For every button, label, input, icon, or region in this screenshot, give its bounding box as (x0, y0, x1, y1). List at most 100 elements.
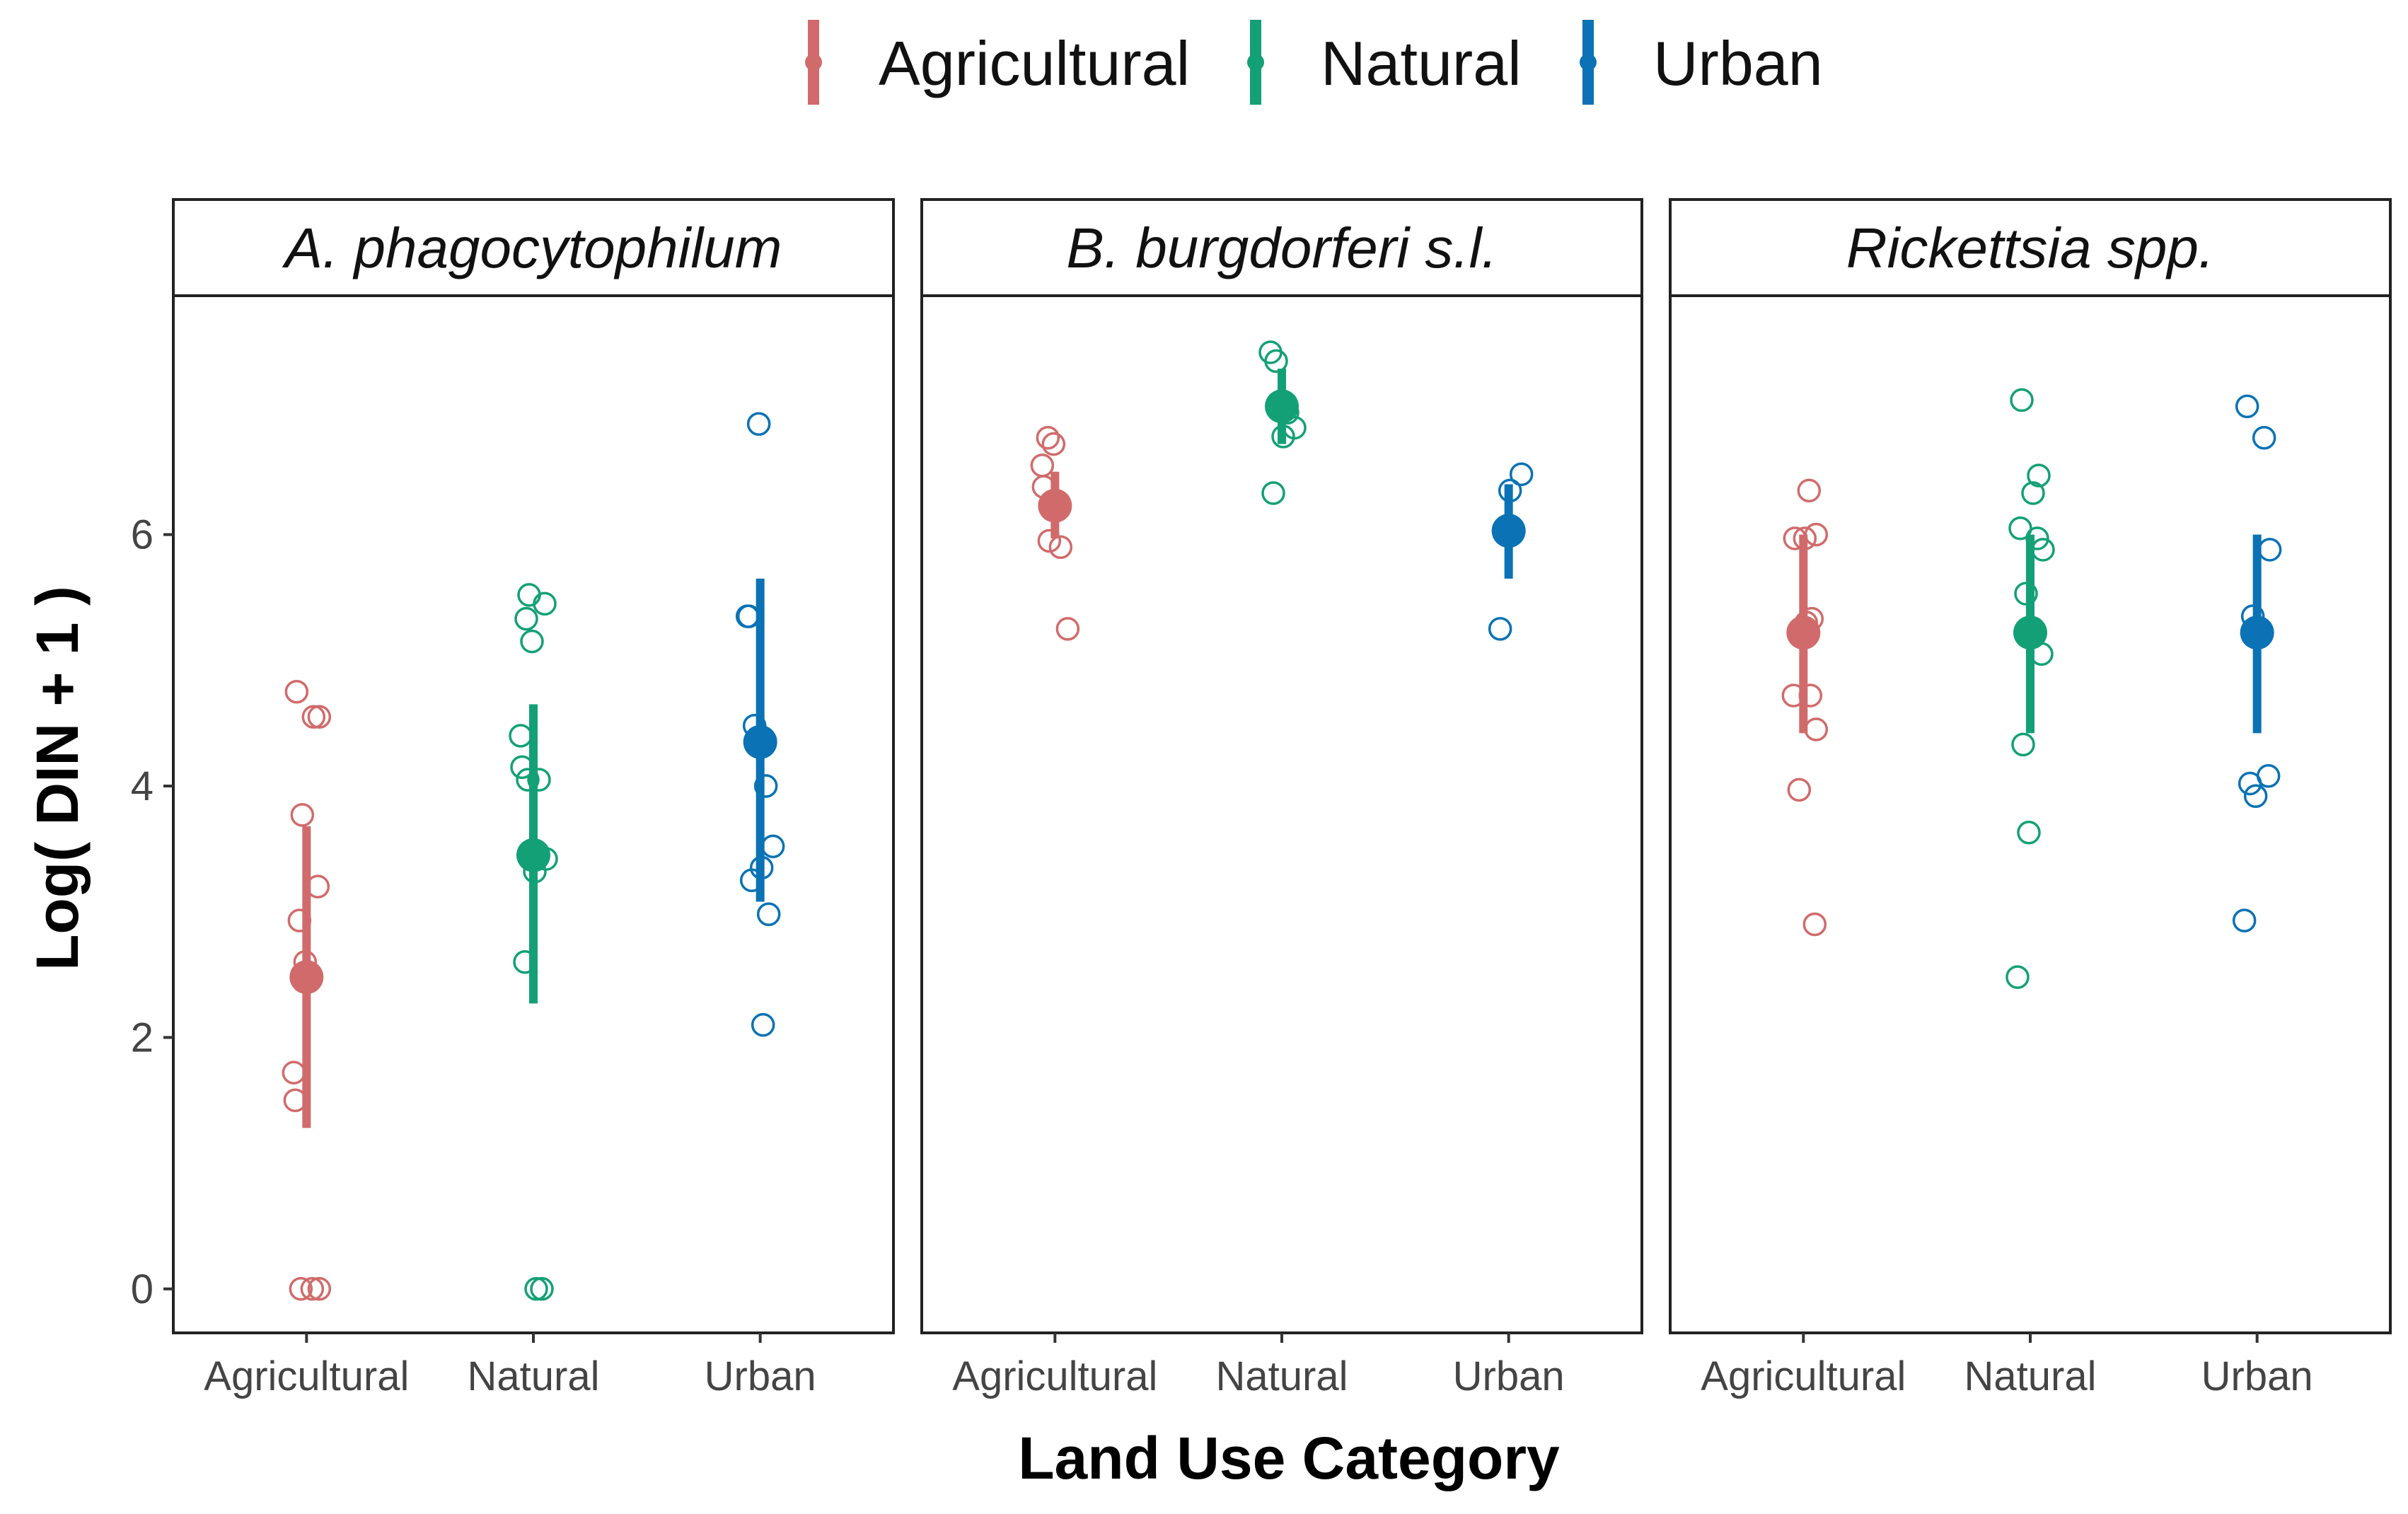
data-point (1030, 453, 1055, 478)
data-point (2235, 394, 2259, 419)
facet-strip (1669, 198, 2392, 297)
x-tick-label: Agricultural (1701, 1353, 1906, 1399)
data-point (1261, 481, 1285, 505)
group-natural (2005, 388, 2055, 989)
y-axis: 0 2 4 6 (131, 512, 173, 1312)
legend-label-urban: Urban (1653, 28, 1823, 98)
group-natural (1258, 340, 1307, 505)
data-point (2008, 516, 2032, 541)
mean-point (2013, 616, 2047, 650)
data-point (1804, 717, 1829, 741)
x-tick-label: Natural (468, 1353, 600, 1399)
data-point (753, 774, 778, 798)
data-point (2243, 784, 2268, 808)
data-point (2027, 463, 2051, 487)
data-point (509, 724, 533, 748)
facet-panel-1: A. phagocytophilum Agricultural Natural Urb… (172, 198, 895, 1399)
x-tick-label: Urban (705, 1353, 816, 1399)
mean-point (2240, 616, 2274, 650)
data-point (1797, 478, 1822, 503)
data-point (530, 1277, 554, 1301)
data-point (2005, 965, 2030, 989)
facet-strip (920, 198, 1643, 297)
mean-point (1038, 488, 1072, 523)
legend-key-dot-natural (1247, 54, 1264, 71)
x-tick-label: Agricultural (952, 1353, 1157, 1399)
x-tick-label: Agricultural (204, 1353, 409, 1399)
mean-point (1786, 616, 1821, 650)
data-point (514, 606, 538, 631)
facet-title: Rickettsia spp. (1846, 216, 2214, 279)
data-point (2017, 821, 2041, 845)
data-point (1048, 535, 1073, 560)
data-point (1787, 778, 1812, 802)
legend-key-dot-urban (1580, 54, 1597, 71)
group-natural (509, 583, 558, 1301)
legend-label-natural: Natural (1321, 28, 1522, 98)
x-axis-title: Land Use Category (1018, 1425, 1560, 1491)
legend-item-agricultural: Agricultural (805, 20, 1190, 105)
data-point (524, 1277, 548, 1301)
data-point (1055, 617, 1080, 641)
x-tick-label: Natural (1964, 1353, 2097, 1399)
group-agricultural (1030, 426, 1080, 641)
data-point (301, 705, 326, 729)
group-urban (2232, 394, 2282, 932)
data-point (751, 1012, 775, 1037)
data-point (756, 902, 781, 927)
group-urban (735, 412, 785, 1037)
legend-item-natural: Natural (1247, 20, 1522, 105)
mean-point (289, 960, 324, 995)
data-point (300, 1277, 325, 1301)
data-point (746, 412, 771, 437)
data-point (516, 768, 540, 792)
data-point (2238, 771, 2262, 796)
data-point (284, 679, 309, 704)
y-tick-label-2: 2 (131, 1015, 154, 1061)
group-agricultural (1781, 478, 1829, 937)
facet-strip (172, 198, 895, 297)
legend: Agricultural Natural Urban (805, 20, 1823, 105)
data-point (2252, 426, 2276, 450)
data-point (1804, 522, 1829, 547)
facet-panel-2: B. burgdorferi s.l. Agricultural Natural Ur… (920, 198, 1643, 1399)
legend-key-dot-agricultural (805, 54, 822, 71)
panel-border (1669, 294, 2392, 1334)
mean-point (1265, 389, 1299, 424)
data-point (1488, 617, 1512, 641)
facet-title: A. phagocytophilum (282, 216, 782, 279)
mean-point (1491, 514, 1526, 548)
group-urban (1488, 462, 1534, 641)
group-agricultural (282, 679, 332, 1301)
facet-panel-3: Rickettsia spp. Agricultural Natural Urban (1669, 198, 2392, 1399)
data-point (1036, 426, 1060, 450)
data-point (527, 768, 551, 792)
legend-label-agricultural: Agricultural (879, 28, 1190, 98)
y-tick-label-0: 0 (131, 1266, 154, 1312)
data-point (307, 1277, 332, 1301)
data-point (760, 834, 785, 859)
data-point (533, 591, 557, 616)
x-tick-label: Urban (1453, 1353, 1565, 1399)
data-point (289, 1277, 313, 1301)
y-tick-label-6: 6 (131, 512, 154, 558)
data-point (520, 629, 544, 654)
data-point (2010, 388, 2034, 412)
legend-item-urban: Urban (1580, 20, 1823, 105)
data-point (2021, 481, 2045, 505)
data-point (1041, 432, 1066, 456)
y-axis-title: Log( DIN + 1 ) (24, 586, 91, 971)
data-point (1264, 349, 1288, 374)
y-tick-label-4: 4 (131, 763, 154, 809)
facet-panels: A. phagocytophilum Agricultural Natural Urb… (172, 198, 2392, 1399)
facet-title: B. burgdorferi s.l. (1066, 216, 1497, 279)
x-tick-label: Urban (2201, 1353, 2313, 1399)
data-point (282, 1061, 306, 1085)
data-point (290, 803, 315, 827)
panel-border (920, 294, 1643, 1334)
data-point (2011, 732, 2035, 757)
data-point (1509, 462, 1534, 487)
mean-point (743, 724, 777, 759)
data-point (1037, 528, 1062, 553)
